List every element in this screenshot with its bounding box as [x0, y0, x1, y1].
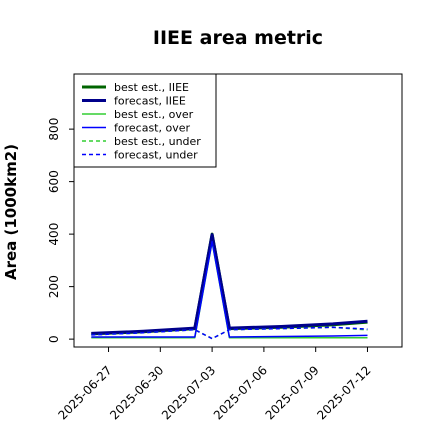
y-axis-label: Area (1000km2) [2, 144, 20, 280]
legend-label: forecast, IIEE [114, 95, 186, 108]
y-tick-label: 600 [47, 170, 61, 193]
y-axis: 0 200 400 600 800 [47, 118, 74, 343]
series-line [91, 240, 368, 338]
legend-label: best est., IIEE [114, 81, 189, 94]
y-tick-label: 200 [47, 275, 61, 298]
x-tick-label: 2025-06-30 [107, 363, 166, 422]
y-tick-label: 800 [47, 118, 61, 141]
series-layer [91, 232, 368, 340]
y-tick-label: 400 [47, 223, 61, 246]
series-line [91, 233, 368, 335]
x-tick-label: 2025-07-09 [263, 363, 322, 422]
x-tick-label: 2025-07-12 [314, 363, 373, 422]
legend-label: best est., under [114, 135, 201, 148]
legend-label: forecast, under [114, 149, 198, 162]
x-tick-label: 2025-06-27 [55, 363, 114, 422]
legend-label: best est., over [114, 108, 194, 121]
legend-label: forecast, over [114, 122, 190, 135]
x-tick-label: 2025-07-06 [211, 363, 270, 422]
x-tick-label: 2025-07-03 [159, 363, 218, 422]
legend-box [73, 73, 217, 168]
x-axis: 2025-06-272025-06-302025-07-032025-07-06… [55, 347, 374, 422]
y-tick-label: 0 [47, 335, 61, 343]
chart-title: IIEE area metric [153, 27, 323, 49]
